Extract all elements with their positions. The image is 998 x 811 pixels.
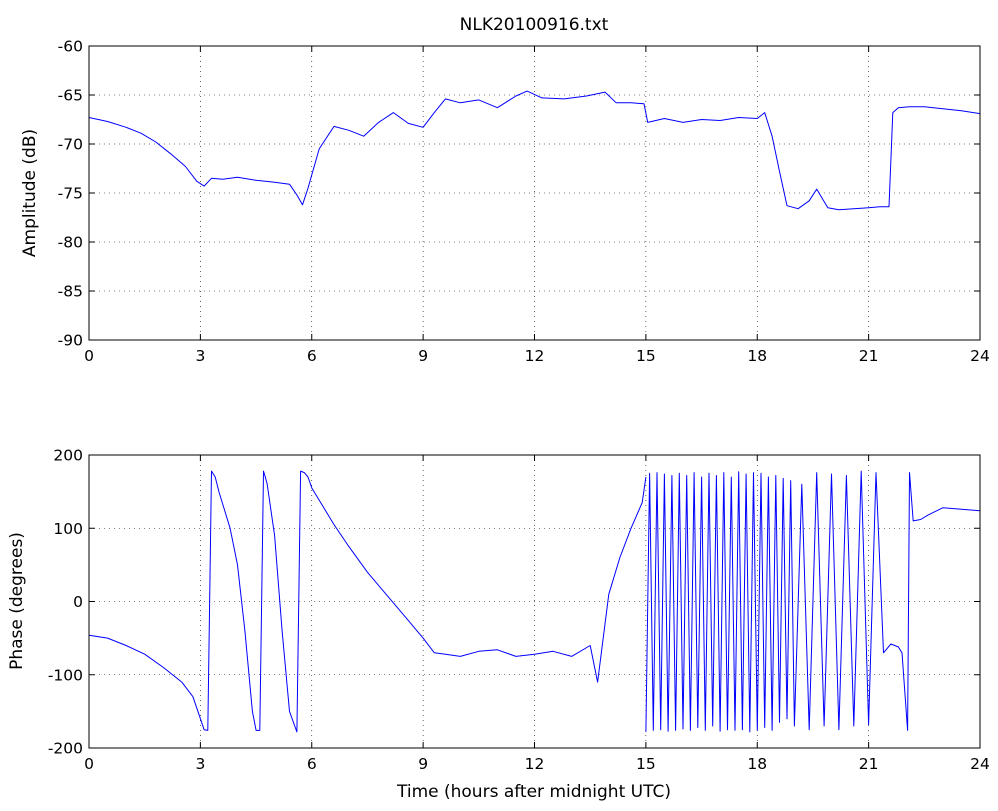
amplitude-xtick-label: 15	[636, 347, 656, 365]
amplitude-xtick-label: 21	[859, 347, 879, 365]
phase-xtick-label: 9	[418, 755, 428, 773]
phase-xtick-label: 24	[970, 755, 990, 773]
chart-title: NLK20100916.txt	[460, 15, 609, 35]
phase-ytick-label: -100	[48, 666, 83, 684]
phase-xtick-label: 21	[859, 755, 879, 773]
phase-xtick-label: 15	[636, 755, 656, 773]
amplitude-xtick-label: 6	[307, 347, 317, 365]
amplitude-ticks: 0 3 6 9 12 15 18 21 24 -60 -65 -70 -75 -80 -85 -90	[58, 38, 990, 366]
phase-ticks: 0 3 6 9 12 15 18 21 24 200 100 0 -100 -200	[48, 447, 990, 774]
amplitude-xtick-label: 18	[747, 347, 767, 365]
phase-xlabel: Time (hours after midnight UTC)	[396, 782, 671, 802]
phase-xtick-label: 6	[307, 755, 317, 773]
phase-axes: 0 3 6 9 12 15 18 21 24 200 100 0 -100 -200 Phase (deg…	[7, 447, 990, 803]
amplitude-xtick-label: 0	[84, 347, 94, 365]
amplitude-series-line-0	[88, 90, 981, 211]
amplitude-ylabel: Amplitude (dB)	[20, 129, 40, 257]
phase-ytick-label: -200	[48, 740, 83, 758]
amplitude-ytick-label: -65	[58, 87, 83, 105]
amplitude-xtick-label: 24	[970, 347, 990, 365]
amplitude-xtick-label: 9	[418, 347, 428, 365]
phase-series-line-1	[645, 470, 981, 733]
phase-xtick-label: 18	[747, 755, 767, 773]
amplitude-ytick-label: -75	[58, 185, 83, 203]
phase-xtick-label: 3	[195, 755, 205, 773]
amplitude-xtick-label: 12	[525, 347, 545, 365]
amplitude-axes: 0 3 6 9 12 15 18 21 24 -60 -65 -70 -75 -80 -85 -90 Ampl…	[20, 38, 990, 366]
amplitude-xtick-label: 3	[195, 347, 205, 365]
amplitude-ytick-label: -85	[58, 283, 83, 301]
amplitude-ytick-label: -70	[58, 136, 83, 154]
phase-series	[88, 470, 981, 733]
amplitude-ytick-label: -60	[58, 38, 83, 56]
amplitude-series	[88, 90, 981, 211]
phase-ytick-label: 0	[73, 593, 83, 611]
phase-xtick-label: 12	[525, 755, 545, 773]
phase-ytick-label: 200	[53, 447, 83, 465]
amplitude-ytick-label: -90	[58, 332, 83, 350]
phase-ylabel: Phase (degrees)	[7, 532, 27, 670]
phase-grid	[89, 455, 980, 748]
phase-xtick-label: 0	[84, 755, 94, 773]
phase-ytick-label: 100	[53, 520, 83, 538]
amplitude-ytick-label: -80	[58, 234, 83, 252]
phase-series-line-0	[88, 470, 647, 733]
